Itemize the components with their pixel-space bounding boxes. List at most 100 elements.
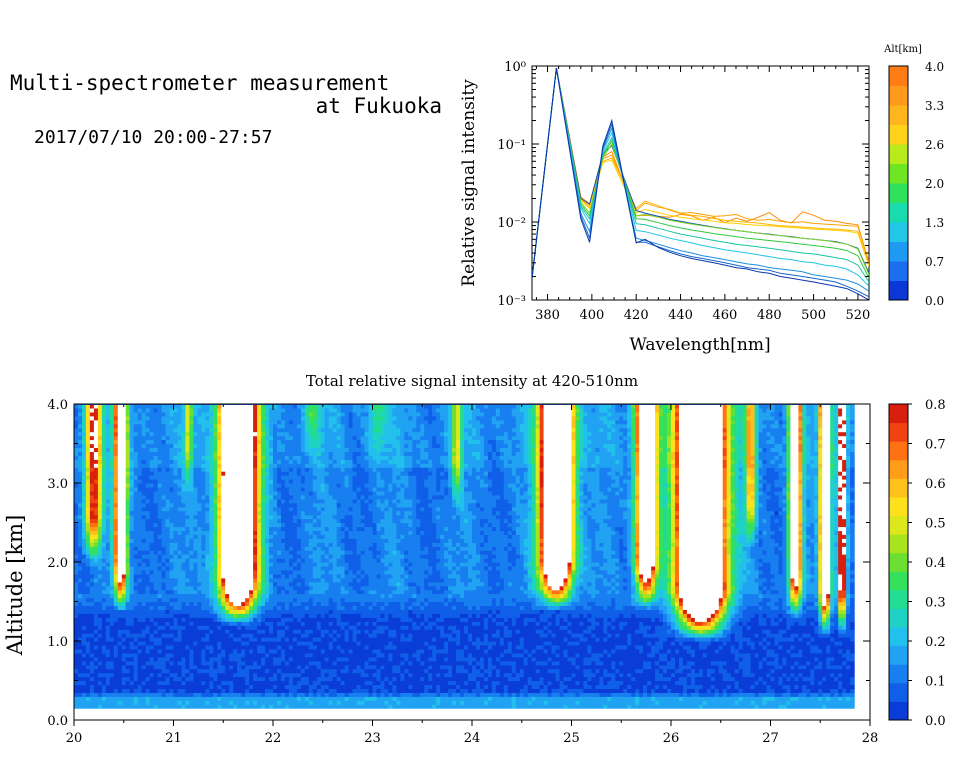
heatmap-cell xyxy=(74,451,79,456)
heatmap-cell xyxy=(316,656,322,662)
heatmap-cell xyxy=(157,593,163,599)
heatmap-cell xyxy=(133,664,139,670)
heatmap-cell xyxy=(233,696,238,701)
heatmap-cell xyxy=(265,411,270,417)
heatmap-cell xyxy=(78,514,83,520)
heatmap-cell xyxy=(281,569,286,575)
heatmap-cell xyxy=(113,451,119,456)
heatmap-cell xyxy=(149,490,155,496)
heatmap-cell xyxy=(125,625,131,630)
heatmap-cell xyxy=(265,542,270,547)
heatmap-cell xyxy=(229,629,234,634)
heatmap-cell xyxy=(89,479,95,484)
heatmap-cell xyxy=(125,415,131,421)
heatmap-cell xyxy=(229,502,234,508)
heatmap-cell xyxy=(312,534,318,539)
heatmap-cell xyxy=(125,538,131,543)
heatmap-cell xyxy=(217,577,222,583)
heatmap-cell xyxy=(121,629,127,634)
heatmap-cell xyxy=(253,463,258,468)
heatmap-cell xyxy=(292,692,298,697)
heatmap-cell xyxy=(161,467,167,472)
heatmap-cell xyxy=(121,637,127,642)
heatmap-cell xyxy=(121,692,127,697)
heatmap-cell xyxy=(257,526,262,532)
heatmap-cell xyxy=(145,502,151,508)
heatmap-cell xyxy=(269,487,274,492)
heatmap-cell xyxy=(169,431,175,437)
heatmap-cell xyxy=(233,621,238,626)
heatmap-cell xyxy=(205,696,210,701)
heatmap-cell xyxy=(257,625,262,630)
heatmap-cell xyxy=(117,565,123,571)
heatmap-cell xyxy=(281,471,286,476)
heatmap-cell xyxy=(201,633,206,638)
heatmap-cell xyxy=(93,692,99,697)
heatmap-cell xyxy=(157,530,163,535)
heatmap-cell xyxy=(133,676,139,682)
heatmap-cell xyxy=(249,569,254,575)
heatmap-cell xyxy=(149,546,155,551)
heatmap-cell xyxy=(93,562,99,567)
heatmap-cell xyxy=(169,625,175,630)
heatmap-cell xyxy=(97,550,103,555)
heatmap-cell xyxy=(201,423,206,429)
heatmap-cell xyxy=(177,534,183,539)
heatmap-cell xyxy=(125,664,131,670)
heatmap-cell xyxy=(304,550,310,555)
heatmap-cell xyxy=(157,656,163,662)
heatmap-cell xyxy=(316,688,322,693)
heatmap-cell xyxy=(201,656,206,662)
heatmap-cell xyxy=(113,439,119,445)
heatmap-cell xyxy=(241,648,246,654)
heatmap-cell xyxy=(125,443,131,448)
heatmap-cell xyxy=(113,435,119,441)
heatmap-cell xyxy=(221,554,226,559)
heatmap-cell xyxy=(181,573,187,579)
heatmap-cell xyxy=(217,569,222,575)
heatmap-cell xyxy=(229,431,234,437)
heatmap-cell xyxy=(221,542,226,547)
heatmap-cell xyxy=(149,443,155,448)
heatmap-cell xyxy=(269,455,274,460)
heatmap-cell xyxy=(105,534,111,539)
heatmap-cell xyxy=(105,700,111,705)
heatmap-cell xyxy=(165,514,171,520)
heatmap-cell xyxy=(149,494,155,500)
heatmap-cell xyxy=(225,684,230,689)
heatmap-cell xyxy=(97,554,103,559)
heatmap-cell xyxy=(225,613,230,618)
heatmap-cell xyxy=(237,415,242,421)
heatmap-cell xyxy=(257,431,262,437)
heatmap-cell xyxy=(78,518,83,524)
heatmap-cell xyxy=(157,451,163,456)
heatmap-cell xyxy=(273,589,278,595)
heatmap-cell xyxy=(201,644,206,650)
heatmap-cell xyxy=(217,408,222,413)
heatmap-cell xyxy=(129,502,135,508)
heatmap-cell xyxy=(308,629,314,634)
heatmap-cell xyxy=(269,704,274,709)
heatmap-cell xyxy=(177,562,183,567)
heatmap-cell xyxy=(149,577,155,583)
heatmap-cell xyxy=(141,455,147,460)
heatmap-cell xyxy=(121,597,127,603)
heatmap-cell xyxy=(304,494,310,500)
heatmap-cell xyxy=(300,490,306,496)
heatmap-cell xyxy=(277,648,282,654)
heatmap-cell xyxy=(185,581,190,587)
heatmap-cell xyxy=(129,554,135,559)
heatmap-cell xyxy=(249,404,254,409)
heatmap-cell xyxy=(308,419,314,425)
heatmap-cell xyxy=(181,542,187,547)
heatmap-cell xyxy=(141,494,147,500)
heatmap-cell xyxy=(181,550,187,555)
heatmap-cell xyxy=(229,621,234,626)
heatmap-cell xyxy=(169,479,175,484)
heatmap-cell xyxy=(253,510,258,516)
heatmap-cell xyxy=(308,562,314,567)
heatmap-cell xyxy=(89,605,95,610)
heatmap-cell xyxy=(292,565,298,571)
heatmap-cell xyxy=(121,617,127,622)
heatmap-cell xyxy=(308,404,314,409)
